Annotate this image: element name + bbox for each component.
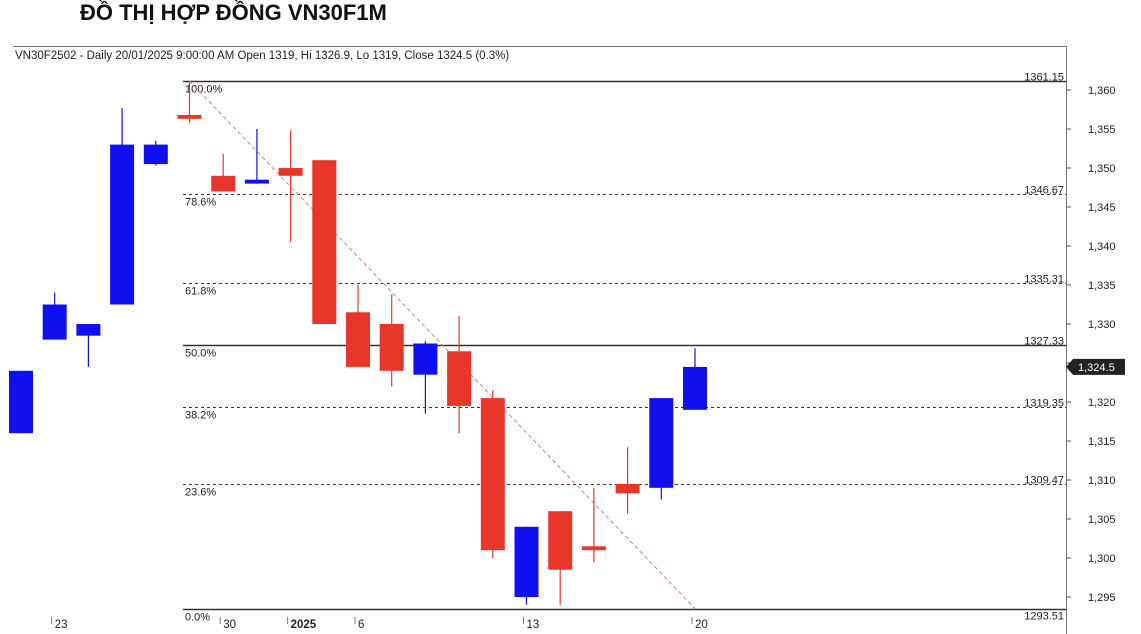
fib-trend-line <box>189 80 696 609</box>
candle-body <box>9 370 33 434</box>
x-axis-tick-label: 2025 <box>291 619 317 631</box>
last-price-label: 1,324.5 <box>1078 362 1115 374</box>
y-axis-tick-label: 1,305 <box>1088 514 1116 526</box>
fib-level-value: 1346.67 <box>1024 185 1064 197</box>
y-axis-tick-label: 1,310 <box>1088 475 1116 487</box>
candle-body <box>581 546 606 551</box>
y-axis-tick-label: 1,330 <box>1088 319 1116 331</box>
y-axis-tick-label: 1,320 <box>1088 397 1116 409</box>
candle-body <box>447 351 472 406</box>
x-axis-tick-label: 23 <box>55 619 68 631</box>
candle-body <box>480 398 505 551</box>
last-price-tag <box>1066 358 1125 375</box>
fib-level-percent: 0.0% <box>185 612 210 624</box>
candle-body <box>649 398 674 488</box>
x-axis-tick-label: 30 <box>223 619 236 631</box>
y-axis-tick-label: 1,345 <box>1088 202 1116 214</box>
candle-body <box>278 168 303 176</box>
fib-level-percent: 38.2% <box>185 410 216 422</box>
candle-body <box>346 312 370 367</box>
y-axis-tick-label: 1,360 <box>1088 85 1116 97</box>
fib-level-value: 1361.15 <box>1024 72 1064 84</box>
y-axis-tick-label: 1,335 <box>1088 280 1116 292</box>
candle-body <box>413 343 438 375</box>
fib-level-value: 1309.47 <box>1024 475 1064 487</box>
candle-body <box>683 366 707 410</box>
candle-body <box>244 179 269 184</box>
ohlc-info-line: VN30F2502 - Daily 20/01/2025 9:00:00 AM … <box>15 50 510 62</box>
fib-level-percent: 50.0% <box>185 348 216 360</box>
fib-level-value: 1327.33 <box>1024 336 1064 348</box>
candle-body <box>615 483 640 494</box>
chart-title: ĐỒ THỊ HỢP ĐỒNG VN30F1M <box>80 0 387 25</box>
y-axis-tick-label: 1,300 <box>1088 553 1116 565</box>
candle-body <box>312 160 337 324</box>
y-axis-tick-label: 1,295 <box>1088 592 1116 604</box>
candle-body <box>110 144 135 305</box>
fib-level-value: 1335.31 <box>1024 274 1064 286</box>
fib-level-percent: 78.6% <box>185 197 216 209</box>
candle-body <box>379 324 404 371</box>
x-axis-tick-label: 13 <box>527 619 540 631</box>
y-axis-tick-label: 1,315 <box>1088 436 1116 448</box>
y-axis-tick-label: 1,350 <box>1088 163 1116 175</box>
y-axis-tick-label: 1,355 <box>1088 124 1116 136</box>
candle-body <box>76 324 101 336</box>
fib-level-percent: 61.8% <box>185 286 216 298</box>
candle-body <box>514 526 539 597</box>
x-axis-tick-label: 20 <box>695 619 708 631</box>
candle-body <box>42 304 67 340</box>
fib-level-percent: 100.0% <box>185 84 223 96</box>
candle-body <box>177 114 202 119</box>
candle-body <box>211 175 236 192</box>
chart-frame <box>13 46 1067 634</box>
candle-body <box>143 144 168 165</box>
fib-level-percent: 23.6% <box>185 487 216 499</box>
candle-body <box>548 511 573 570</box>
fib-level-value: 1293.51 <box>1024 611 1064 623</box>
x-axis-tick-label: 6 <box>358 619 364 631</box>
fib-level-value: 1319.35 <box>1024 398 1064 410</box>
y-axis-tick-label: 1,340 <box>1088 241 1116 253</box>
